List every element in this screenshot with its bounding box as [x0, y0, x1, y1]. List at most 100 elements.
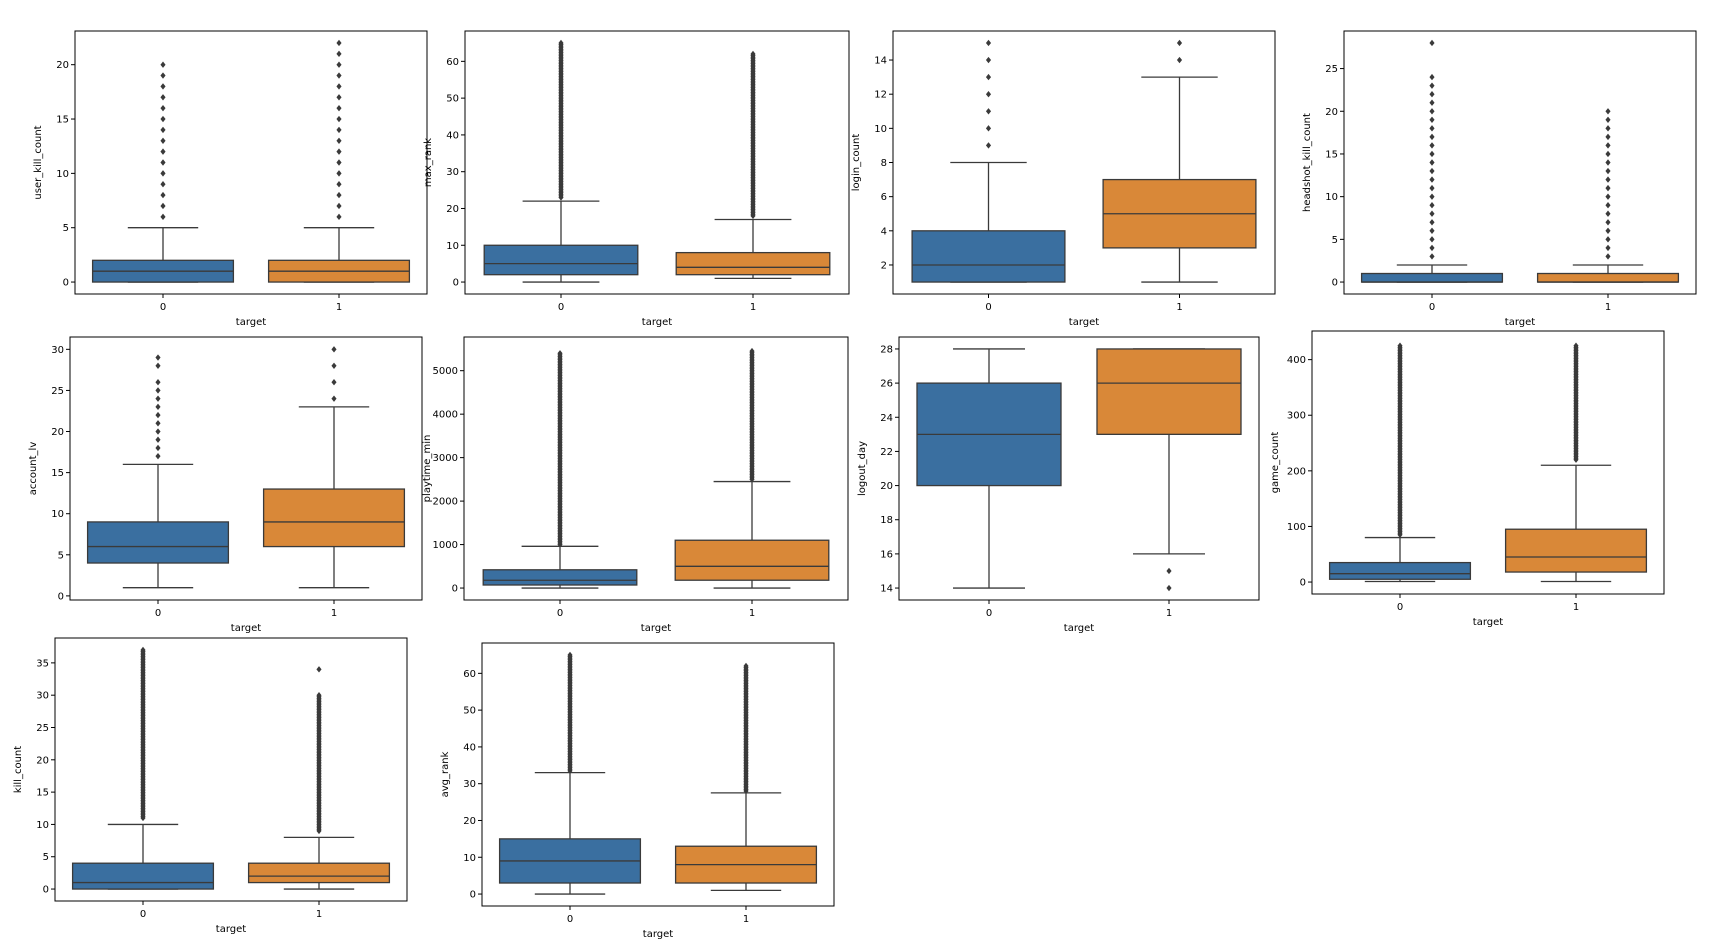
box-group-0 — [911, 39, 1066, 283]
x-tick-label: 0 — [1429, 302, 1435, 313]
outlier-point — [985, 142, 992, 149]
y-axis-label: playtime_min — [422, 435, 433, 503]
outlier-point — [1605, 244, 1611, 252]
outlier-point — [749, 347, 755, 355]
outlier-point — [331, 379, 337, 386]
axes-frame — [1311, 330, 1665, 595]
y-tick-label: 2000 — [433, 497, 458, 508]
x-tick-label: 1 — [749, 608, 755, 619]
outlier-point — [985, 56, 992, 64]
outlier-point — [331, 362, 337, 369]
x-tick-label: 0 — [986, 608, 992, 619]
outlier-point — [1429, 150, 1435, 158]
axes-frame — [898, 336, 1260, 601]
y-tick-label: 20 — [1325, 107, 1338, 118]
y-tick-label: 14 — [874, 56, 887, 67]
box-iqr — [1536, 272, 1680, 283]
outlier-point — [155, 411, 161, 419]
outlier-point — [140, 646, 146, 654]
subplot-user_kill_count: 0 5 10 15 20 0 1 target user_kill_count — [33, 30, 428, 328]
x-tick-label: 1 — [1573, 602, 1579, 613]
y-tick-label: 24 — [880, 413, 893, 424]
y-tick-label: 30 — [36, 691, 49, 702]
outlier-point — [160, 126, 166, 134]
outlier-point — [336, 39, 342, 47]
y-tick-label: 20 — [36, 755, 49, 766]
box-iqr — [1096, 348, 1242, 435]
y-tick-label: 30 — [463, 779, 476, 790]
y-tick-label: 60 — [446, 57, 459, 68]
axes-frame — [74, 30, 428, 295]
axes-frame — [1343, 30, 1697, 295]
y-tick-label: 50 — [446, 94, 459, 105]
outlier-point — [155, 444, 161, 452]
subplot-headshot_kill_count: 0 5 10 15 20 25 0 1 target headshot_kill_count — [1302, 30, 1697, 328]
outlier-point — [155, 436, 161, 443]
y-tick-label: 0 — [63, 278, 69, 289]
box-iqr — [71, 862, 215, 890]
box-group-0 — [483, 39, 639, 283]
outlier-point — [1176, 56, 1183, 64]
outlier-point — [155, 379, 161, 386]
y-tick-label: 0 — [58, 591, 64, 602]
outlier-point — [331, 346, 337, 353]
y-tick-label: 200 — [1287, 466, 1306, 477]
y-tick-label: 10 — [56, 169, 69, 180]
outlier-point — [750, 50, 756, 58]
outlier-point — [1605, 236, 1611, 243]
box-group-1 — [674, 347, 830, 589]
subplot-game_count: 0 100 200 300 400 0 1 target game_count — [1270, 330, 1665, 628]
y-tick-label: 6 — [881, 192, 887, 203]
y-tick-label: 40 — [446, 130, 459, 141]
y-tick-label: 35 — [36, 658, 49, 669]
outlier-point — [336, 126, 342, 134]
y-tick-label: 30 — [446, 167, 459, 178]
outlier-point — [1429, 210, 1435, 217]
box-iqr — [1504, 528, 1648, 573]
outlier-point — [1429, 167, 1435, 175]
subplot-kill_count: 0 5 10 15 20 25 30 35 0 1 target kill_count — [13, 637, 408, 935]
y-tick-label: 1000 — [433, 540, 458, 551]
y-tick-label: 25 — [36, 723, 49, 734]
y-tick-label: 10 — [446, 241, 459, 252]
subplot-login_count: 2 4 6 8 10 12 14 0 1 target login_count — [851, 30, 1276, 328]
outlier-point — [160, 61, 166, 68]
y-tick-label: 2 — [881, 260, 887, 271]
y-tick-label: 0 — [470, 890, 476, 901]
subplot-avg_rank: 0 10 20 30 40 50 60 0 1 target avg_rank — [440, 642, 835, 940]
outlier-point — [336, 61, 342, 68]
y-tick-label: 15 — [1325, 149, 1338, 160]
outlier-point — [743, 662, 749, 670]
outlier-point — [1166, 584, 1172, 592]
outlier-point — [160, 202, 166, 210]
outlier-point — [1605, 210, 1611, 217]
y-tick-label: 60 — [463, 669, 476, 680]
outlier-point — [1429, 201, 1435, 209]
y-tick-label: 26 — [880, 379, 893, 390]
outlier-point — [160, 181, 166, 188]
outlier-point — [1429, 99, 1435, 106]
x-axis-label: target — [1505, 317, 1535, 328]
x-axis-label: target — [216, 924, 246, 935]
x-tick-label: 0 — [155, 608, 161, 619]
x-tick-label: 1 — [316, 909, 322, 920]
y-tick-label: 16 — [880, 549, 893, 560]
outlier-point — [1429, 227, 1435, 235]
outlier-point — [155, 362, 161, 369]
outlier-point — [336, 104, 342, 112]
outlier-point — [336, 115, 342, 123]
y-tick-label: 100 — [1287, 522, 1306, 533]
outlier-point — [1605, 133, 1611, 141]
x-axis-label: target — [641, 623, 671, 634]
y-axis-label: headshot_kill_count — [1302, 113, 1313, 212]
y-tick-label: 15 — [56, 115, 69, 126]
outlier-point — [985, 108, 992, 115]
x-tick-label: 1 — [1605, 302, 1611, 313]
y-axis-label: login_count — [851, 134, 862, 192]
y-tick-label: 50 — [463, 706, 476, 717]
outlier-point — [155, 387, 161, 394]
y-tick-label: 28 — [880, 344, 893, 355]
y-tick-label: 12 — [874, 90, 887, 101]
